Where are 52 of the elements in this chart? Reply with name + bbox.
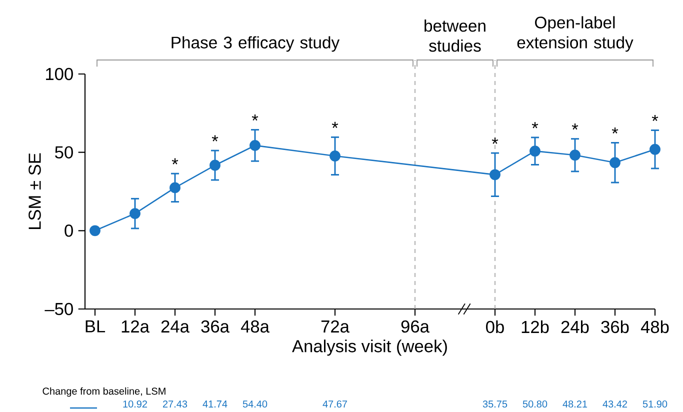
- point: [490, 169, 500, 180]
- point: [330, 150, 340, 162]
- point: [90, 225, 100, 236]
- y-tick-label: –50: [44, 302, 73, 316]
- annotation: *: [532, 122, 538, 128]
- text: Change from baseline, LSM: [42, 387, 166, 397]
- y-tick-label: 50: [55, 146, 73, 158]
- x-tick-label: 0b: [486, 320, 504, 334]
- data-label: 41.74: [202, 400, 228, 408]
- data-label: 35.75: [482, 400, 508, 408]
- text: Open-label extension study: [517, 16, 634, 52]
- point: [210, 160, 220, 171]
- x-axis-title: Analysis visit (week): [292, 340, 447, 356]
- x-tick-label: 48b: [640, 320, 669, 334]
- point: [610, 157, 620, 168]
- point: [130, 208, 140, 220]
- data-label: 27.43: [162, 400, 188, 408]
- annotation: *: [172, 158, 178, 164]
- annotation: *: [612, 127, 618, 134]
- annotation: *: [492, 138, 498, 144]
- x-tick-label: 36b: [601, 320, 629, 334]
- point: [170, 182, 180, 194]
- x-tick-label: 24a: [161, 320, 190, 333]
- point: [650, 144, 660, 155]
- point: [250, 140, 260, 151]
- data-label: 51.90: [642, 400, 668, 408]
- annotation: *: [212, 135, 218, 142]
- y-axis-title: LSM ± SE: [28, 153, 41, 230]
- x-tick-label: 12b: [522, 320, 549, 334]
- point: [570, 150, 580, 161]
- x-tick-label: 24b: [561, 320, 589, 334]
- data-label: 50.80: [522, 400, 548, 408]
- text: between studies: [424, 19, 486, 52]
- annotation: *: [572, 124, 578, 130]
- data-label: 47.67: [322, 400, 348, 408]
- annotation: *: [252, 114, 258, 121]
- x-tick-label: BL: [86, 320, 106, 332]
- text: Phase 3 efficacy study: [172, 36, 340, 52]
- x-tick-label: 36a: [201, 320, 230, 333]
- y-tick-label: 0: [64, 224, 73, 237]
- x-tick-label: 96a: [401, 320, 430, 333]
- y-tick-label: 100: [46, 68, 73, 80]
- data-label: 54.40: [242, 400, 268, 408]
- x-tick-label: 12a: [122, 320, 150, 333]
- point: [530, 146, 540, 157]
- data-label: 43.42: [602, 400, 628, 408]
- data-label: 10.92: [123, 400, 148, 408]
- x-tick-label: 72a: [321, 320, 350, 333]
- x-tick-label: 48a: [240, 320, 270, 333]
- annotation: *: [652, 114, 658, 122]
- data-label: 48.21: [562, 400, 588, 408]
- annotation: *: [332, 122, 338, 128]
